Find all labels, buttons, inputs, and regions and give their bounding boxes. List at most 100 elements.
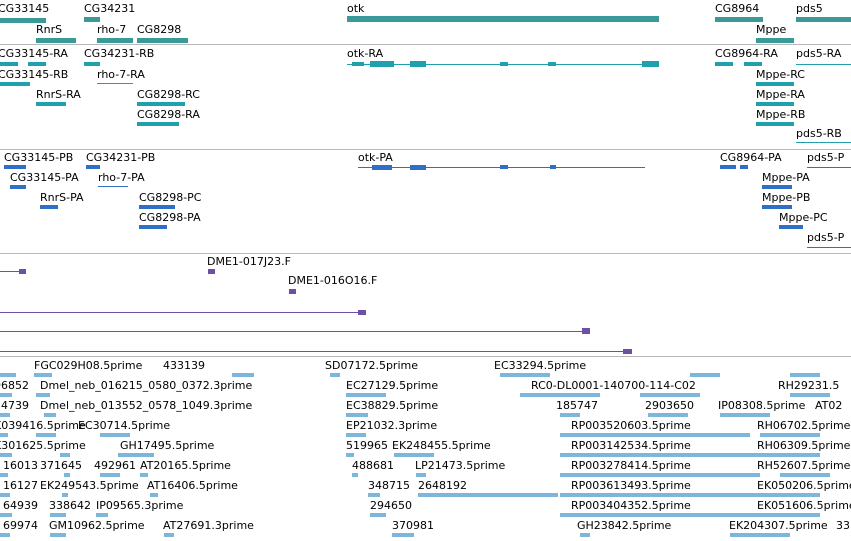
transcript-feature[interactable] [756,82,794,86]
est-feature[interactable] [140,473,148,477]
protein-exon[interactable] [550,165,556,169]
est-feature[interactable] [690,373,720,377]
est-feature[interactable] [760,493,820,497]
protein-intron[interactable] [98,186,128,187]
est-feature[interactable] [560,453,760,457]
transcript-exon[interactable] [500,62,508,66]
transcript-feature[interactable] [0,62,18,66]
protein-exon[interactable] [372,165,392,170]
clone-end[interactable] [358,310,366,315]
protein-feature[interactable] [720,165,736,169]
est-feature[interactable] [346,413,368,417]
protein-feature[interactable] [740,165,748,169]
protein-feature[interactable] [762,185,792,189]
transcript-feature[interactable] [756,102,794,106]
clone-end[interactable] [19,269,26,274]
transcript-feature[interactable] [715,62,733,66]
est-feature[interactable] [760,513,820,517]
clone-line[interactable] [0,271,26,272]
est-feature[interactable] [760,453,820,457]
est-feature[interactable] [0,533,10,537]
protein-feature[interactable] [139,205,175,209]
est-feature[interactable] [62,493,68,497]
est-feature[interactable] [330,373,340,377]
gene-feature[interactable] [36,38,76,43]
est-feature[interactable] [392,533,414,537]
est-feature[interactable] [790,373,820,377]
protein-intron[interactable] [807,247,851,248]
protein-exon[interactable] [500,165,508,169]
est-feature[interactable] [150,493,158,497]
transcript-intron[interactable] [796,64,851,65]
est-feature[interactable] [0,373,16,377]
transcript-feature[interactable] [137,102,185,106]
est-feature[interactable] [520,393,600,397]
protein-feature[interactable] [10,185,26,189]
est-feature[interactable] [0,473,8,477]
clone-end[interactable] [623,349,632,354]
est-feature[interactable] [100,433,130,437]
est-feature[interactable] [0,493,10,497]
est-feature[interactable] [36,433,56,437]
protein-feature[interactable] [139,225,167,229]
est-feature[interactable] [232,373,254,377]
transcript-feature[interactable] [744,62,762,66]
transcript-exon[interactable] [370,61,394,67]
est-feature[interactable] [0,393,12,397]
gene-feature[interactable] [756,38,794,43]
transcript-feature[interactable] [137,122,179,126]
est-feature[interactable] [790,393,830,397]
clone-end[interactable] [208,269,215,274]
est-feature[interactable] [118,453,154,457]
est-feature[interactable] [560,513,760,517]
est-feature[interactable] [416,473,426,477]
protein-feature[interactable] [40,205,58,209]
transcript-feature[interactable] [28,62,46,66]
protein-feature[interactable] [4,165,26,169]
protein-exon[interactable] [410,165,426,170]
transcript-exon[interactable] [352,62,364,66]
est-feature[interactable] [44,413,56,417]
transcript-feature[interactable] [84,62,100,66]
est-feature[interactable] [500,373,550,377]
clone-end[interactable] [289,289,296,294]
est-feature[interactable] [0,453,12,457]
est-feature[interactable] [100,473,120,477]
transcript-intron[interactable] [796,142,851,143]
est-feature[interactable] [580,533,590,537]
est-feature[interactable] [368,493,380,497]
est-feature[interactable] [36,393,50,397]
est-feature[interactable] [370,513,386,517]
gene-feature[interactable] [347,16,659,22]
clone-line[interactable] [0,312,366,313]
gene-feature[interactable] [796,17,851,22]
gene-feature[interactable] [0,18,46,23]
protein-feature[interactable] [762,205,792,209]
clone-line[interactable] [0,331,590,332]
transcript-exon[interactable] [410,61,426,67]
est-feature[interactable] [50,513,66,517]
est-feature[interactable] [720,413,770,417]
est-feature[interactable] [60,453,70,457]
est-feature[interactable] [346,433,366,437]
est-feature[interactable] [418,493,558,497]
est-feature[interactable] [648,413,688,417]
transcript-intron[interactable] [97,83,133,84]
est-feature[interactable] [560,413,580,417]
gene-feature[interactable] [84,17,100,22]
est-feature[interactable] [394,453,434,457]
transcript-exon[interactable] [548,62,556,66]
protein-feature[interactable] [779,225,803,229]
transcript-feature[interactable] [756,122,794,126]
gene-feature[interactable] [97,38,133,43]
protein-intron[interactable] [807,167,851,168]
est-feature[interactable] [34,373,52,377]
est-feature[interactable] [96,513,108,517]
gene-feature[interactable] [137,38,188,43]
est-feature[interactable] [0,413,10,417]
est-feature[interactable] [346,393,386,397]
protein-feature[interactable] [86,165,100,169]
est-feature[interactable] [50,533,66,537]
est-feature[interactable] [164,533,174,537]
est-feature[interactable] [760,433,820,437]
